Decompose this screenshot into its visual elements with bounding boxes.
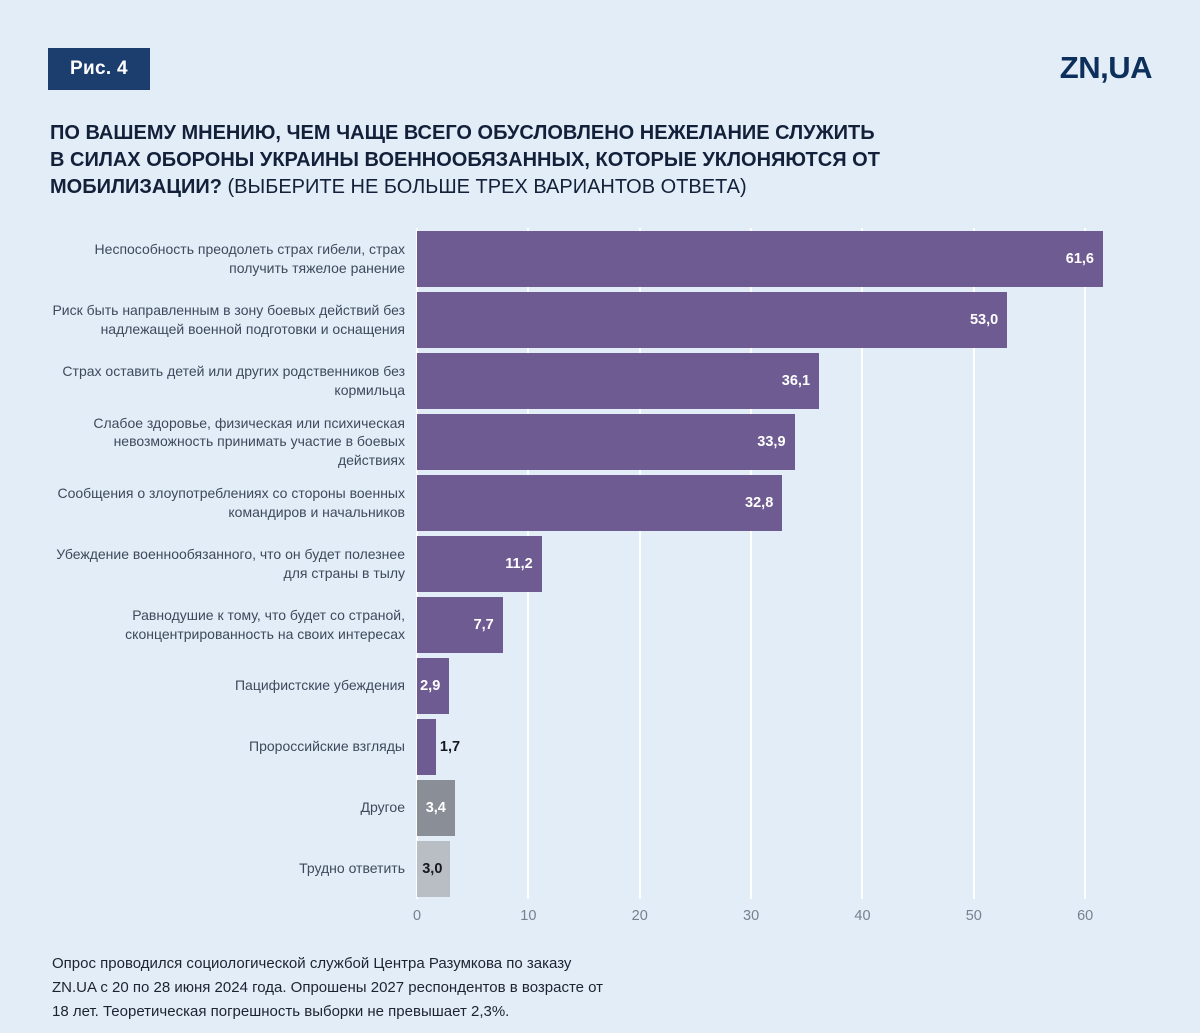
category-label: Убеждение военнообязанного, что он будет… [56,545,405,581]
bar: 3,0 [417,840,451,897]
bar-chart: Неспособность преодолеть страх гибели, с… [48,228,1152,936]
footnote-line-3: 18 лет. Теоретическая погрешность выборк… [52,1003,510,1020]
bar-row: 53,0 [417,289,1152,350]
bar-row: 7,7 [417,594,1152,655]
bar-row: 33,9 [417,411,1152,472]
category-label: Риск быть направленным в зону боевых дей… [52,301,405,337]
bar: 11,2 [417,535,542,592]
value-label: 11,2 [505,555,533,572]
bar-row: 1,7 [417,716,1152,777]
bar: 32,8 [417,474,783,531]
x-axis-tick-label: 10 [520,908,537,924]
x-axis-tick-label: 40 [854,908,871,924]
bar: 36,1 [417,352,820,409]
bar: 7,7 [417,596,503,653]
category-label: Другое [360,799,405,816]
category-label: Неспособность преодолеть страх гибели, с… [94,240,405,276]
x-axis-tick-label: 0 [412,908,422,924]
bar: 53,0 [417,291,1008,348]
x-axis-tick-label: 20 [631,908,648,924]
category-labels-column: Неспособность преодолеть страх гибели, с… [48,228,417,936]
bar: 1,7 [417,718,460,775]
bar: 3,4 [417,779,455,836]
footnote-line-1: Опрос проводился социологической службой… [52,955,572,972]
title-line-3-normal: (ВЫБЕРИТЕ НЕ БОЛЬШЕ ТРЕХ ВАРИАНТОВ ОТВЕТ… [227,176,747,198]
gridline [861,228,864,899]
value-label: 53,0 [969,311,999,328]
znua-logo: ZN,UA [1059,50,1153,85]
bars-layer: 61,6 53,0 36,1 33,9 32,8 11,2 7,7 2,9 1,7 3,4 3,0 [417,228,1152,899]
x-axis: 0 10 20 30 40 50 60 [413,908,1152,936]
value-label: 1,7 [439,738,461,755]
value-label: 36,1 [781,372,811,389]
value-label: 3,0 [422,860,443,877]
gridline [1084,228,1087,899]
value-label: 32,8 [745,494,774,511]
plot-area: 61,6 53,0 36,1 33,9 32,8 11,2 7,7 2,9 1,7 3,4 3,0 [416,228,1152,899]
title-line-2: В СИЛАХ ОБОРОНЫ УКРАИНЫ ВОЕННООБЯЗАННЫХ,… [50,149,880,171]
value-label: 2,9 [420,677,441,694]
bar-row: 3,0 [417,838,1152,899]
plot-column: 61,6 53,0 36,1 33,9 32,8 11,2 7,7 2,9 1,7 3,4 3,0 … [413,228,1152,936]
value-label: 7,7 [473,616,494,633]
category-label: Слабое здоровье, физическая или психичес… [93,414,405,468]
category-label: Трудно ответить [299,860,405,877]
x-axis-tick-label: 50 [965,908,982,924]
gridline [972,228,975,899]
footnote: Опрос проводился социологической службой… [52,952,603,1024]
title-line-3-bold: МОБИЛИЗАЦИИ? [50,176,222,198]
x-axis-tick-label: 60 [1077,908,1094,924]
bar-row: 32,8 [417,472,1152,533]
chart-title: ПО ВАШЕМУ МНЕНИЮ, ЧЕМ ЧАЩЕ ВСЕГО ОБУСЛОВ… [50,120,1070,201]
bar: 61,6 [417,230,1103,287]
x-axis-tick-label: 30 [743,908,760,924]
bar: 33,9 [417,413,795,470]
category-label: Пророссийские взгляды [249,738,405,755]
gridline [750,228,753,899]
figure-badge: Рис. 4 [48,48,150,90]
value-label: 61,6 [1065,250,1094,267]
bar-row: 3,4 [417,777,1152,838]
value-label: 3,4 [425,799,446,816]
value-label: 33,9 [757,433,786,450]
bar-row: 61,6 [417,228,1152,289]
footnote-line-2: ZN.UA с 20 по 28 июня 2024 года. Опрошен… [52,979,604,996]
bar-row: 2,9 [417,655,1152,716]
category-label: Пацифистские убеждения [234,677,405,694]
bar-row: 11,2 [417,533,1152,594]
category-label: Страх оставить детей или других родствен… [62,362,405,398]
bar-row: 36,1 [417,350,1152,411]
bar: 2,9 [417,657,450,714]
title-line-1: ПО ВАШЕМУ МНЕНИЮ, ЧЕМ ЧАЩЕ ВСЕГО ОБУСЛОВ… [50,122,875,144]
gridline [638,228,641,899]
category-label: Равнодушие к тому, что будет со страной,… [125,606,405,642]
category-label: Сообщения о злоупотреблениях со стороны … [57,484,405,520]
